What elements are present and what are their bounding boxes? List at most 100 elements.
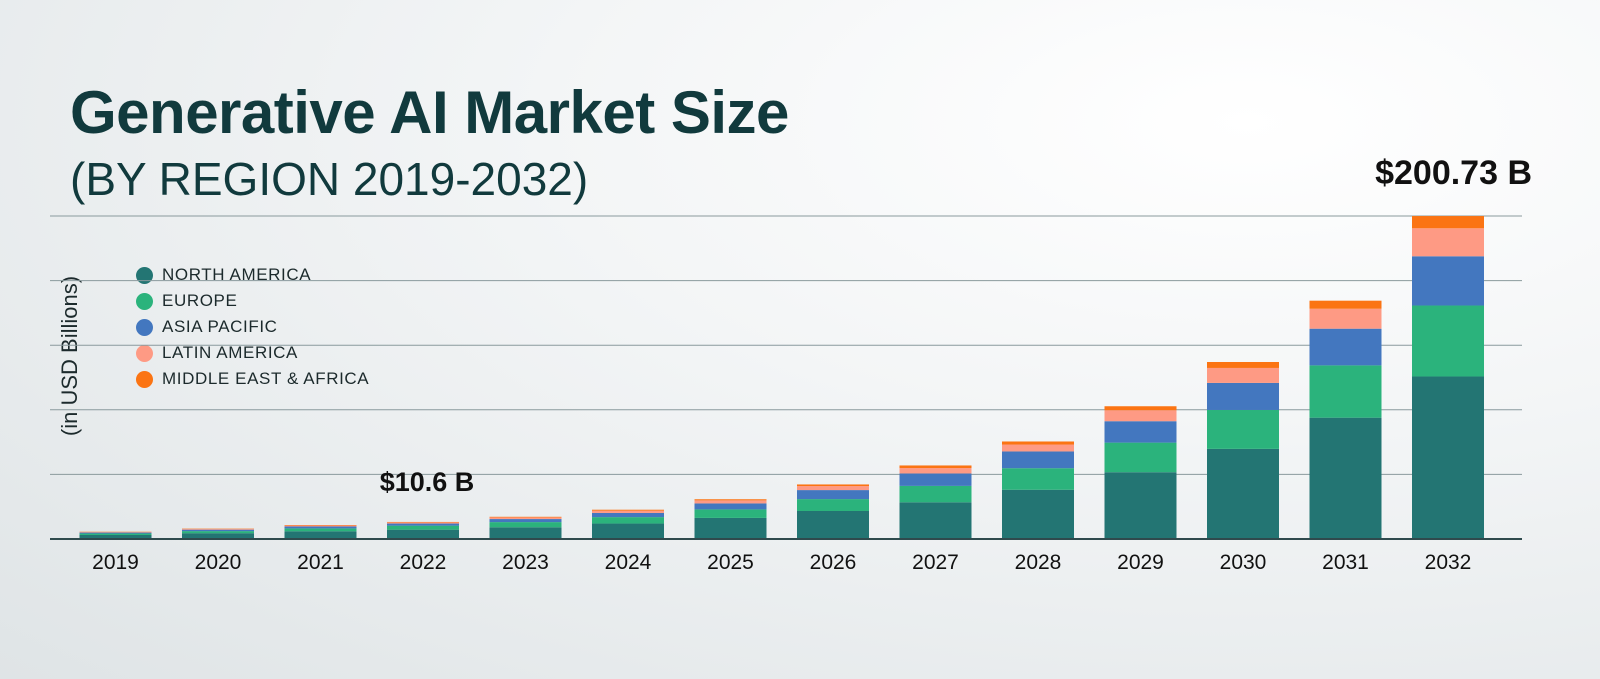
bar-2023-latin-america — [489, 517, 562, 520]
bar-2030-asia-pacific — [1207, 382, 1279, 410]
bar-2024-asia-pacific — [592, 512, 664, 518]
legend-item-middle-east-africa: MIDDLE EAST & AFRICA — [136, 366, 369, 392]
annotation-2032: $200.73 B — [1375, 154, 1532, 192]
bar-2026-latin-america — [797, 486, 869, 491]
x-axis: 2019 2020 2021 2022 2023 2024 2025 2026 2027 2028… — [50, 538, 1522, 574]
bar-2023-asia-pacific — [489, 519, 562, 523]
bar-2020-europe — [182, 531, 254, 534]
bar-2031-asia-pacific — [1309, 328, 1382, 366]
bar-2024-latin-america — [592, 510, 664, 513]
x-tick-label-2031: 2031 — [1322, 551, 1369, 574]
bar-2027-middle-east-and-africa — [899, 465, 972, 469]
bar-2032-asia-pacific — [1412, 256, 1484, 306]
bar-2022-north-america — [387, 529, 459, 539]
x-tick-label-2026: 2026 — [810, 551, 857, 574]
bar-2031-middle-east-and-africa — [1309, 300, 1382, 309]
bar-2028-middle-east-and-africa — [1002, 441, 1074, 445]
bar-2030-latin-america — [1207, 367, 1279, 383]
legend-label-europe: EUROPE — [162, 291, 238, 310]
x-tick-label-2025: 2025 — [707, 551, 754, 574]
x-tick-label-2032: 2032 — [1425, 551, 1472, 574]
legend-label-north-america: NORTH AMERICA — [162, 265, 312, 284]
bar-2031-latin-america — [1309, 308, 1382, 329]
legend-swatch-latin-america — [136, 344, 153, 362]
bar-2030-north-america — [1207, 448, 1279, 539]
chart-legend: NORTH AMERICA EUROPE ASIA PACIFIC LATIN … — [136, 262, 369, 392]
x-tick-label-2029: 2029 — [1117, 551, 1164, 574]
bar-2030-middle-east-and-africa — [1207, 361, 1279, 368]
bar-2022-asia-pacific — [387, 523, 459, 526]
bar-2032-latin-america — [1412, 228, 1484, 257]
bar-2022-europe — [387, 525, 459, 530]
bars — [79, 216, 1484, 539]
bar-2025-north-america — [694, 517, 767, 539]
bar-2029-middle-east-and-africa — [1104, 406, 1177, 411]
bar-2026-north-america — [797, 511, 869, 539]
bar-2029-north-america — [1104, 472, 1177, 539]
x-tick-label-2030: 2030 — [1220, 551, 1267, 574]
bar-2020-north-america — [182, 533, 254, 539]
bar-2030-europe — [1207, 409, 1279, 449]
x-tick-label-2023: 2023 — [502, 551, 549, 574]
legend-swatch-north-america — [136, 266, 153, 284]
x-tick-label-2019: 2019 — [92, 551, 139, 574]
chart-subtitle: (BY REGION 2019-2032) — [70, 153, 589, 205]
bar-2029-asia-pacific — [1104, 421, 1177, 443]
bar-2019-north-america — [79, 534, 152, 539]
bar-2026-middle-east-and-africa — [797, 484, 869, 487]
x-tick-label-2022: 2022 — [400, 551, 447, 574]
bar-2027-north-america — [899, 502, 972, 539]
bar-2024-europe — [592, 517, 664, 524]
bar-2023-north-america — [489, 527, 562, 539]
legend-label-latin-america: LATIN AMERICA — [162, 343, 298, 362]
x-tick-label-2021: 2021 — [297, 551, 344, 574]
bar-2031-europe — [1309, 365, 1382, 418]
bar-2032-middle-east-and-africa — [1412, 216, 1484, 229]
bar-2028-latin-america — [1002, 444, 1074, 452]
bar-2021-europe — [284, 528, 357, 532]
bar-2028-north-america — [1002, 489, 1074, 539]
bar-2027-asia-pacific — [899, 473, 972, 486]
annotation-2022: $10.6 B — [380, 467, 475, 497]
bar-2029-latin-america — [1104, 410, 1177, 422]
legend-swatch-middle-east-africa — [136, 370, 153, 388]
legend-swatch-europe — [136, 292, 153, 310]
bar-2020-asia-pacific — [182, 529, 254, 532]
bar-2023-middle-east-and-africa — [489, 516, 562, 518]
legend-item-asia-pacific: ASIA PACIFIC — [136, 314, 369, 340]
x-tick-label-2028: 2028 — [1015, 551, 1062, 574]
legend-label-asia-pacific: ASIA PACIFIC — [162, 317, 278, 336]
bar-2031-north-america — [1309, 417, 1382, 539]
legend-label-middle-east-africa: MIDDLE EAST & AFRICA — [162, 369, 370, 388]
bar-2024-north-america — [592, 523, 664, 539]
bar-2025-europe — [694, 509, 767, 518]
legend-item-north-america: NORTH AMERICA — [136, 262, 369, 288]
chart-title: Generative AI Market Size — [70, 79, 789, 146]
bar-2021-north-america — [284, 531, 357, 539]
bar-2024-middle-east-and-africa — [592, 509, 664, 511]
bar-2027-europe — [899, 485, 972, 503]
bar-2032-europe — [1412, 305, 1484, 377]
bar-2025-middle-east-and-africa — [694, 499, 767, 501]
x-tick-label-2027: 2027 — [912, 551, 959, 574]
bar-2026-asia-pacific — [797, 490, 869, 500]
bar-2029-europe — [1104, 442, 1177, 473]
legend-swatch-asia-pacific — [136, 318, 153, 336]
bar-2026-europe — [797, 499, 869, 512]
bar-2020-latin-america — [182, 528, 254, 530]
bar-2028-europe — [1002, 468, 1074, 490]
bar-2021-latin-america — [284, 525, 357, 527]
bar-2028-asia-pacific — [1002, 451, 1074, 469]
bar-2032-north-america — [1412, 376, 1484, 539]
bar-2022-latin-america — [387, 522, 459, 524]
bar-2025-asia-pacific — [694, 503, 767, 510]
bar-2021-asia-pacific — [284, 526, 357, 529]
bar-2027-latin-america — [899, 468, 972, 474]
gridlines — [50, 215, 1522, 475]
bar-2025-latin-america — [694, 500, 767, 504]
legend-item-europe: EUROPE — [136, 288, 369, 314]
annotations: $10.6 B $200.73 B — [380, 154, 1532, 497]
bar-2023-europe — [489, 522, 562, 528]
legend-item-latin-america: LATIN AMERICA — [136, 340, 369, 366]
